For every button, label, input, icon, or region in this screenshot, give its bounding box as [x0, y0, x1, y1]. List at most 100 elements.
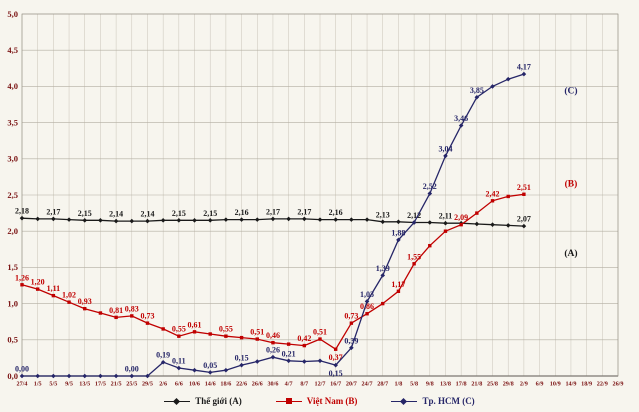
- legend-marker-viet-nam: [275, 397, 302, 406]
- chart-legend: Thế giới (A) Việt Nam (B) Tp. HCM (C): [0, 392, 639, 410]
- chart-text: 1,17: [391, 280, 405, 289]
- chart-text: 1,03: [360, 290, 374, 299]
- legend-label-viet-nam: Việt Nam (B): [306, 396, 358, 406]
- chart-text: 21/8: [471, 381, 482, 388]
- legend-marker-the-gioi: [164, 397, 191, 406]
- chart-text: 0,55: [219, 325, 233, 334]
- chart-text: 3,85: [470, 86, 484, 95]
- chart-text: 2,12: [407, 211, 421, 220]
- chart-text: 4,17: [517, 63, 531, 72]
- chart-text: 5,0: [7, 9, 18, 19]
- chart-text: 1,20: [31, 278, 45, 287]
- chart-text: 18/6: [220, 381, 231, 388]
- chart-text: 0,51: [250, 328, 264, 337]
- chart-text: 0,86: [360, 302, 374, 311]
- chart-text: 0,39: [344, 336, 358, 345]
- chart-text: (A): [564, 248, 577, 259]
- chart-text: 0,93: [78, 297, 92, 306]
- chart-text: 1,88: [391, 228, 405, 237]
- chart-text: 0,73: [140, 312, 154, 321]
- chart-text: 0,19: [156, 351, 170, 360]
- chart-text: 0,15: [235, 354, 249, 363]
- chart-text: 2,52: [423, 182, 437, 191]
- chart-text: 22/9: [597, 381, 608, 388]
- chart-text: 25/5: [126, 381, 137, 388]
- chart-text: 1,26: [15, 273, 29, 282]
- chart-text: 1,39: [376, 264, 390, 273]
- chart-text: 2/9: [520, 381, 528, 388]
- chart-text: 4,0: [7, 81, 18, 91]
- chart-text: 6/6: [175, 381, 183, 388]
- chart-text: 22/6: [236, 381, 247, 388]
- chart-text: 2,0: [7, 226, 18, 236]
- chart-text: 29/8: [503, 381, 514, 388]
- chart-text: 28/7: [377, 381, 388, 388]
- chart-text: 2,15: [203, 209, 217, 218]
- chart-text: 3,5: [7, 117, 18, 127]
- chart-text: 20/7: [346, 381, 357, 388]
- chart-text: 2,07: [517, 215, 531, 224]
- chart-text: 27/4: [16, 381, 27, 388]
- chart-text: 3,0: [7, 154, 18, 164]
- legend-item-tp-hcm: Tp. HCM (C): [391, 396, 475, 406]
- chart-text: 10/6: [189, 381, 200, 388]
- chart-text: 0,81: [109, 306, 123, 315]
- chart-text: 0,00: [125, 365, 139, 374]
- legend-marker-tp-hcm: [391, 397, 418, 406]
- chart-text: 1/8: [394, 381, 402, 388]
- chart-canvas: 0,0 0,5 1,0 1,5 2,0 2,5 3,0 3,5 4,0 4,5 5,0 27/4 1/5…: [7, 9, 623, 388]
- chart-text: 2,42: [486, 189, 500, 198]
- chart-text: 1,55: [407, 252, 421, 261]
- chart-text: 16/7: [330, 381, 341, 388]
- chart-text: 0,21: [282, 349, 296, 358]
- chart-text: 0,83: [125, 304, 139, 313]
- chart-text: 1,02: [62, 291, 76, 300]
- chart-text: 2,17: [46, 207, 60, 216]
- chart-text: 0,00: [15, 365, 29, 374]
- chart-text: 0,51: [313, 328, 327, 337]
- chart-text: 2/6: [159, 381, 167, 388]
- chart-text: 5/5: [49, 381, 57, 388]
- chart-text: 3,46: [454, 114, 468, 123]
- chart-text: 2,14: [140, 210, 154, 219]
- chart-text: 2,13: [376, 210, 390, 219]
- chart-text: 2,15: [78, 209, 92, 218]
- chart-text: 14/9: [565, 381, 576, 388]
- chart-text: 0,0: [7, 371, 18, 381]
- chart-text: 0,15: [329, 369, 343, 378]
- chart-text: 10/9: [550, 381, 561, 388]
- chart-text: 26/9: [612, 381, 623, 388]
- chart-text: (B): [565, 178, 578, 189]
- chart-text: 18/9: [581, 381, 592, 388]
- chart-text: 0,05: [203, 361, 217, 370]
- legend-label-tp-hcm: Tp. HCM (C): [422, 396, 475, 406]
- chart-text: 0,61: [188, 320, 202, 329]
- chart-text: 1,11: [47, 284, 61, 293]
- chart-text: 2,51: [517, 183, 531, 192]
- chart-text: 0,42: [297, 334, 311, 343]
- chart-text: 9/8: [426, 381, 434, 388]
- legend-item-the-gioi: Thế giới (A): [164, 396, 242, 406]
- chart-text: 2,09: [454, 213, 468, 222]
- chart-text: 3,04: [438, 144, 452, 153]
- chart-text: 4/7: [285, 381, 293, 388]
- chart-text: 0,11: [172, 357, 186, 366]
- chart-text: 1/5: [34, 381, 42, 388]
- chart-text: 4,5: [7, 45, 18, 55]
- chart-text: 2,15: [172, 209, 186, 218]
- chart-text: 2,16: [235, 208, 249, 217]
- chart-text: (C): [564, 86, 577, 97]
- chart-text: 30/6: [267, 381, 278, 388]
- chart-text: 2,16: [329, 208, 343, 217]
- chart-text: 0,37: [329, 353, 343, 362]
- chart-text: 2,5: [7, 190, 18, 200]
- chart-text: 26/6: [252, 381, 263, 388]
- chart-text: 2,14: [109, 210, 123, 219]
- chart-text: 17/8: [456, 381, 467, 388]
- chart-text: 17/5: [95, 381, 106, 388]
- chart-text: 0,46: [266, 331, 280, 340]
- chart-text: 8/7: [300, 381, 308, 388]
- chart-text: 2,18: [15, 207, 29, 216]
- chart-text: 0,55: [172, 325, 186, 334]
